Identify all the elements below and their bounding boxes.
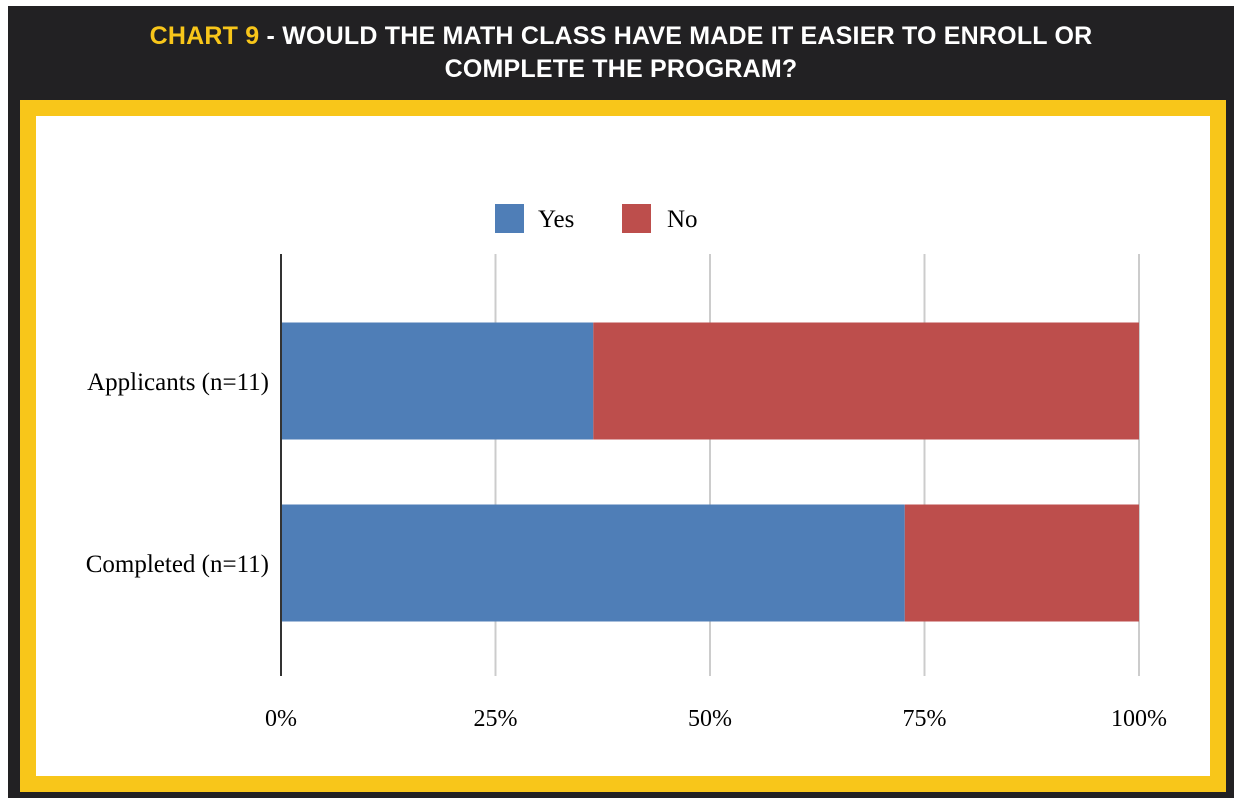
bar-chart: Applicants (n=11) Completed (n=11) 0% 25% 50… — [86, 204, 1167, 732]
bar-no — [593, 322, 1139, 440]
yellow-border-panel: Applicants (n=11) Completed (n=11) 0% 25% 50… — [20, 100, 1226, 792]
x-tick-label: 75% — [903, 706, 947, 732]
chart-header: CHART 9 - WOULD THE MATH CLASS HAVE MADE… — [8, 6, 1234, 100]
category-label: Applicants (n=11) — [87, 369, 269, 396]
title-text: - WOULD THE MATH CLASS HAVE MADE IT EASI… — [259, 22, 1093, 50]
legend-swatch-no — [622, 204, 651, 233]
x-tick-label: 25% — [474, 706, 518, 732]
legend-swatch-yes — [495, 204, 524, 233]
bar-yes — [281, 504, 905, 622]
chart-frame: CHART 9 - WOULD THE MATH CLASS HAVE MADE… — [8, 6, 1234, 798]
x-tick-label: 0% — [265, 706, 297, 732]
bar-yes — [281, 322, 594, 440]
title-line-2: COMPLETE THE PROGRAM? — [444, 55, 798, 83]
title-line-1: CHART 9 - WOULD THE MATH CLASS HAVE MADE… — [150, 20, 1093, 53]
chart-area: Applicants (n=11) Completed (n=11) 0% 25% 50… — [36, 116, 1210, 776]
chart-number: CHART 9 — [149, 22, 260, 50]
legend-label-yes: Yes — [538, 206, 574, 233]
legend-label-no: No — [667, 206, 698, 233]
category-label: Completed (n=11) — [86, 551, 269, 578]
x-tick-label: 100% — [1111, 706, 1167, 732]
x-tick-label: 50% — [688, 706, 732, 732]
bar-no — [904, 504, 1139, 622]
